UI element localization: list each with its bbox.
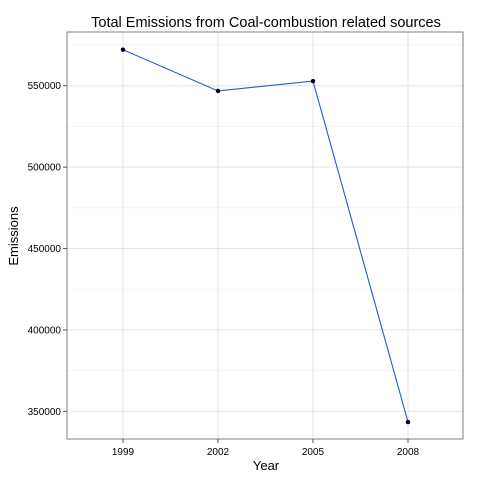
plot-panel: [66, 31, 464, 440]
x-tick-label: 1999: [112, 447, 135, 458]
y-tick-label: 350000: [28, 407, 62, 418]
data-point: [215, 88, 221, 94]
x-axis: 1999 2002 2005 2008: [112, 439, 420, 458]
chart-title: Total Emissions from Coal-combustion rel…: [91, 15, 441, 31]
x-tick-label: 2008: [397, 447, 420, 458]
y-tick-label: 400000: [28, 325, 62, 336]
major-gridlines: [67, 32, 463, 439]
minor-gridlines: [67, 44, 463, 372]
y-axis-label: Emissions: [6, 206, 21, 266]
y-tick-label: 500000: [28, 163, 62, 174]
data-point: [120, 47, 126, 52]
x-axis-label: Year: [253, 458, 280, 473]
y-tick-label: 550000: [28, 81, 62, 92]
series-line: [122, 49, 409, 423]
panel-border: [66, 31, 464, 440]
x-tick-label: 2002: [207, 447, 230, 458]
series-layer: [120, 47, 411, 425]
y-axis: 350000 400000 450000 500000 550000: [28, 81, 67, 418]
x-tick-label: 2005: [302, 447, 325, 458]
data-point: [310, 78, 316, 84]
y-tick-label: 450000: [28, 244, 62, 255]
data-point: [405, 419, 411, 425]
